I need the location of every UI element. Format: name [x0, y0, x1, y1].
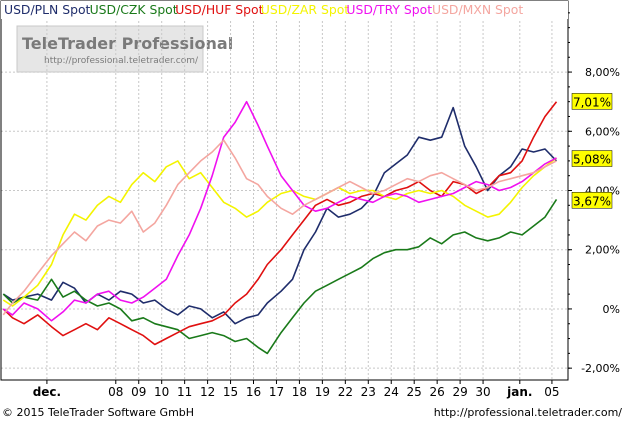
footer-copyright: © 2015 TeleTrader Software GmbH: [2, 406, 194, 419]
x-tick-label: 11: [177, 385, 192, 399]
x-tick-label: 12: [200, 385, 215, 399]
value-label: 7,01%: [573, 95, 611, 109]
y-axis: -2,00%0%2,00%4,00%6,00%8,00%: [568, 12, 620, 375]
x-tick-label: 26: [430, 385, 445, 399]
x-tick-label: 30: [475, 385, 490, 399]
y-tick-label: 0%: [603, 303, 620, 316]
value-label: 5,08%: [573, 153, 611, 167]
x-tick-label: dec.: [33, 385, 61, 399]
legend-entry: USD/ZAR Spot: [261, 2, 349, 17]
series-line: [2, 157, 557, 307]
watermark: TeleTrader Professional http://professio…: [16, 25, 233, 73]
y-tick-label: -2,00%: [581, 362, 620, 375]
x-tick-label: 08: [108, 385, 123, 399]
x-tick-label: 16: [246, 385, 261, 399]
x-tick-label: 09: [131, 385, 146, 399]
legend-entry: USD/TRY Spot: [346, 2, 432, 17]
y-tick-label: 2,00%: [585, 244, 620, 257]
legend-entry: USD/MXN Spot: [432, 2, 523, 17]
x-tick-label: 15: [223, 385, 238, 399]
x-axis: dec. 08 09 10 11 12 15 16 17 18 19 22 23 24 25 26 29 30 ja…: [33, 380, 560, 399]
legend-bg: [1, 1, 568, 19]
value-label-box: [571, 93, 613, 110]
x-tick-label: 05: [544, 385, 559, 399]
x-tick-label: jan.: [506, 385, 532, 399]
x-tick-label: 18: [292, 385, 307, 399]
x-tick-label: 22: [338, 385, 353, 399]
legend-entry: USD/HUF Spot: [175, 2, 263, 17]
value-label: 3,67%: [573, 194, 611, 208]
footer-url[interactable]: http://professional.teletrader.com/: [434, 406, 623, 419]
footer: © 2015 TeleTrader Software GmbH http://p…: [0, 400, 626, 421]
x-tick-label: 29: [452, 385, 467, 399]
series-group: [2, 100, 558, 355]
legend-entry: USD/PLN Spot: [4, 2, 91, 17]
x-tick-label: 24: [384, 385, 399, 399]
x-tick-label: 23: [361, 385, 376, 399]
y-tick-label: 8,00%: [585, 66, 620, 79]
x-tick-label: 19: [315, 385, 330, 399]
watermark-url: http://professional.teletrader.com/: [44, 56, 199, 66]
last-value-labels: 7,01% 5,08% 3,67%: [571, 93, 613, 209]
value-label-box: [571, 192, 613, 209]
x-tick-label: 25: [407, 385, 422, 399]
series-line: [2, 100, 557, 322]
series-line: [2, 139, 557, 316]
y-tick-label: 6,00%: [585, 125, 620, 138]
x-tick-label: 17: [269, 385, 284, 399]
x-tick-label: 10: [154, 385, 169, 399]
value-label-box: [571, 150, 613, 167]
series-line: [2, 198, 558, 355]
watermark-brand: TeleTrader Professional: [22, 34, 233, 53]
legend-entry: USD/CZK Spot: [90, 2, 178, 17]
